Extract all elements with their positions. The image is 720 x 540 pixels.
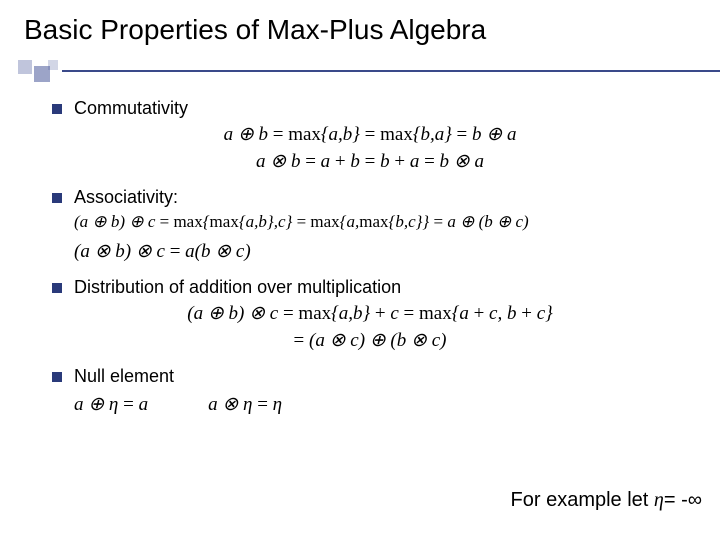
bullet-icon — [52, 193, 62, 203]
property-item: Commutativity a ⊕ b = max{a,b} = max{b,a… — [52, 98, 688, 173]
equation: (a ⊕ b) ⊕ c = max{max{a,b},c} = max{a,ma… — [52, 212, 688, 232]
title-underline-decor — [0, 60, 720, 84]
equation-text: (a ⊕ b) ⊕ c = max{max{a,b},c} = max{a,ma… — [74, 212, 529, 231]
example-value: = -∞ — [664, 489, 702, 511]
property-item: Distribution of addition over multiplica… — [52, 277, 688, 352]
equation-text: a ⊗ b = a + b = b + a = b ⊗ a — [256, 151, 484, 172]
title-region: Basic Properties of Max-Plus Algebra — [0, 0, 720, 56]
equation: a ⊗ b = a + b = b + a = b ⊗ a — [52, 150, 688, 173]
equation: = (a ⊗ c) ⊕ (b ⊗ c) — [52, 329, 688, 352]
property-item: Associativity: (a ⊕ b) ⊕ c = max{max{a,b… — [52, 187, 688, 263]
property-label: Distribution of addition over multiplica… — [74, 277, 401, 298]
property-label: Associativity: — [74, 187, 178, 208]
equation-text: a ⊗ η = η — [208, 394, 282, 415]
equation: a ⊕ η = a — [74, 393, 148, 416]
decor-line — [62, 70, 720, 72]
property-label: Null element — [74, 366, 174, 387]
equation-text: a ⊕ η = a — [74, 394, 148, 415]
equation-text: = (a ⊗ c) ⊕ (b ⊗ c) — [294, 330, 447, 351]
example-label: For example let — [511, 489, 654, 511]
bullet-icon — [52, 372, 62, 382]
property-item: Null element a ⊕ η = a a ⊗ η = η — [52, 366, 688, 416]
item-header: Null element — [52, 366, 688, 387]
equation-text: (a ⊕ b) ⊗ c = max{a,b} + c = max{a + c, … — [187, 303, 552, 324]
equation-text: a ⊕ b = max{a,b} = max{b,a} = b ⊕ a — [224, 124, 517, 145]
equation: a ⊕ b = max{a,b} = max{b,a} = b ⊕ a — [52, 123, 688, 146]
null-element-equations: a ⊕ η = a a ⊗ η = η — [52, 393, 688, 416]
bullet-icon — [52, 283, 62, 293]
page-title: Basic Properties of Max-Plus Algebra — [24, 14, 696, 46]
item-header: Distribution of addition over multiplica… — [52, 277, 688, 298]
eta-symbol: η — [654, 489, 664, 511]
decor-square — [18, 60, 32, 74]
content-region: Commutativity a ⊕ b = max{a,b} = max{b,a… — [52, 98, 688, 424]
bullet-icon — [52, 104, 62, 114]
property-label: Commutativity — [74, 98, 188, 119]
equation-text: (a ⊗ b) ⊗ c = a(b ⊗ c) — [74, 241, 251, 262]
equation: (a ⊗ b) ⊗ c = a(b ⊗ c) — [52, 240, 688, 263]
item-header: Associativity: — [52, 187, 688, 208]
example-text: For example let η= -∞ — [511, 489, 702, 512]
equation: a ⊗ η = η — [208, 393, 282, 416]
decor-square — [48, 60, 58, 70]
equation: (a ⊕ b) ⊗ c = max{a,b} + c = max{a + c, … — [52, 302, 688, 325]
item-header: Commutativity — [52, 98, 688, 119]
